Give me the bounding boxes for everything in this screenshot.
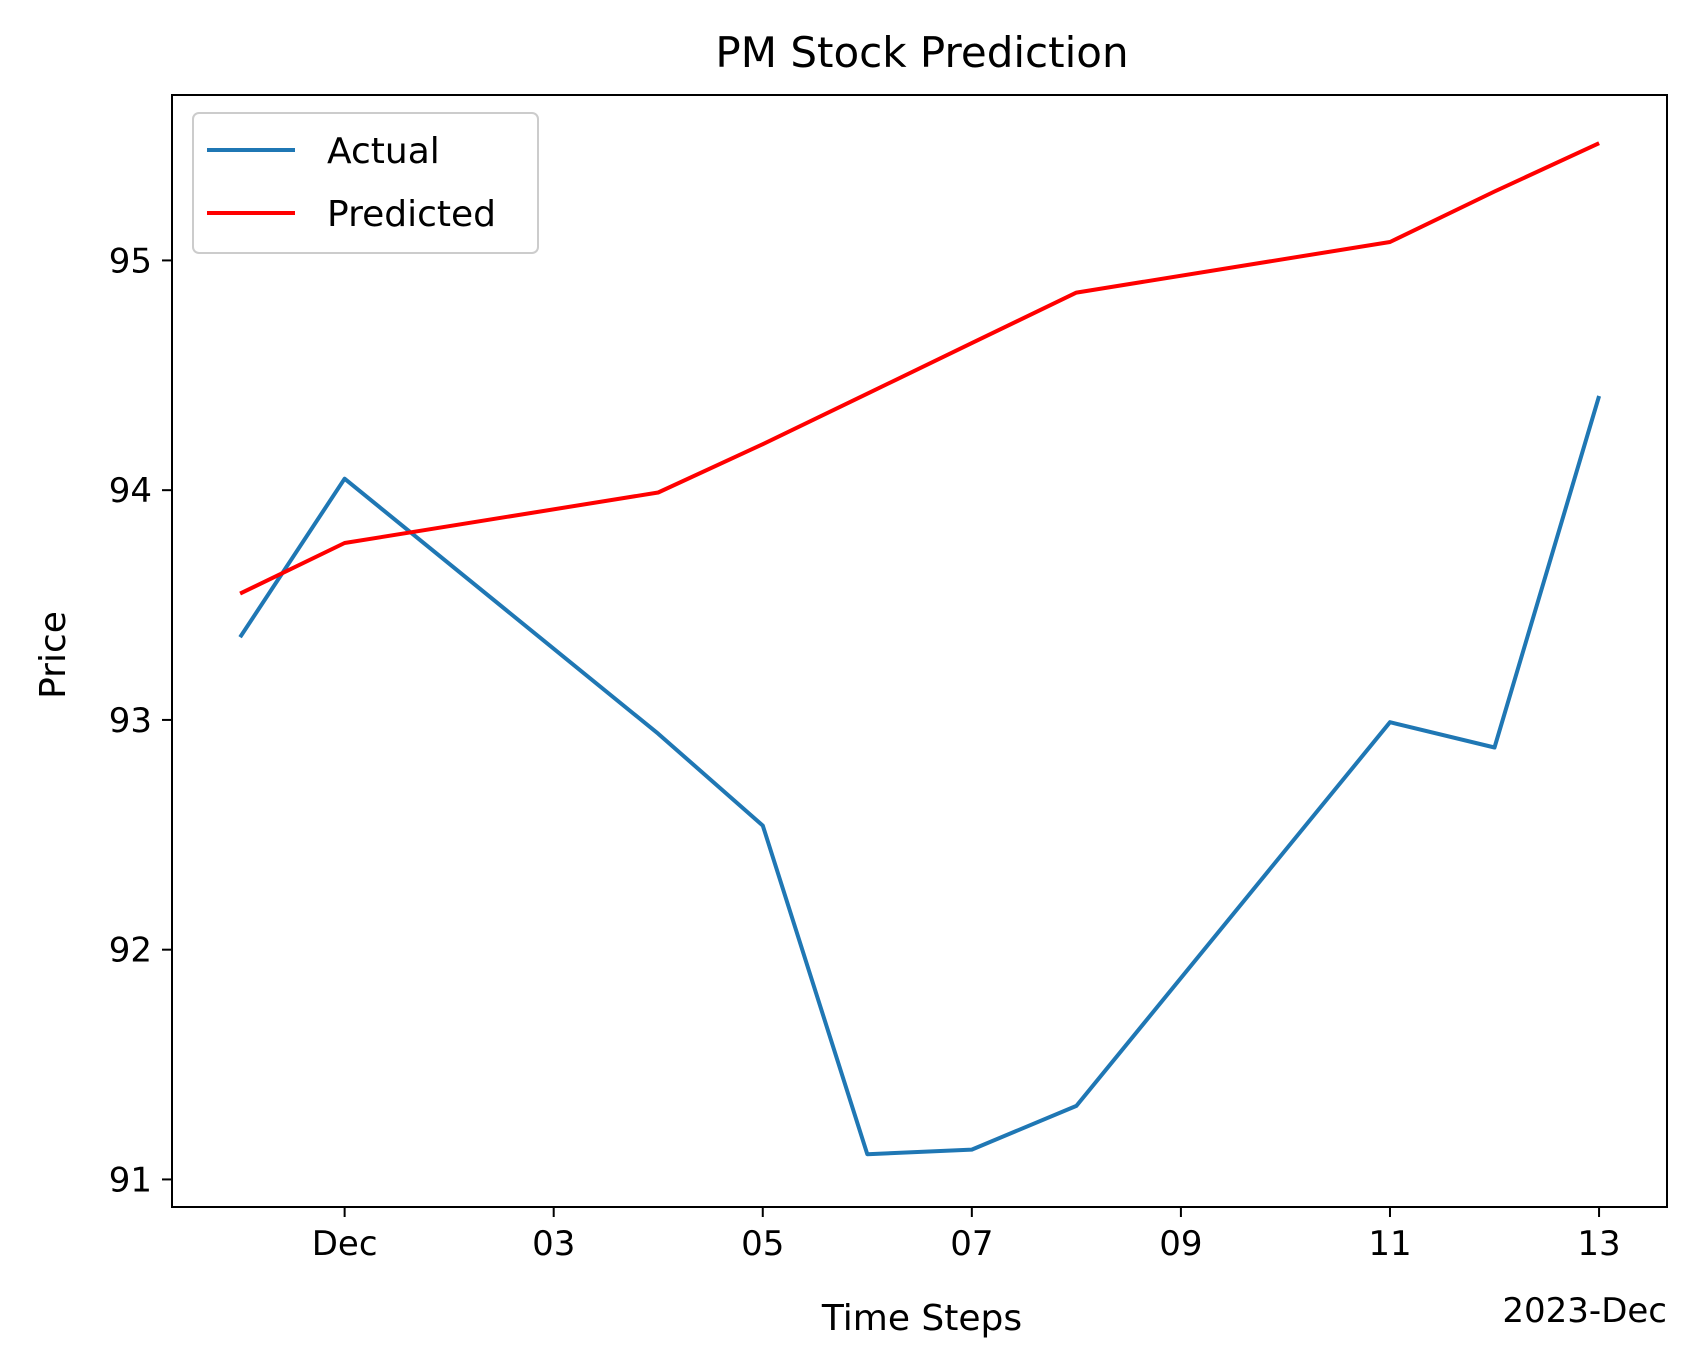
chart-title: PM Stock Prediction bbox=[715, 28, 1128, 77]
x-tick-label: Dec bbox=[312, 1224, 378, 1264]
x-tick-label: 11 bbox=[1368, 1224, 1411, 1264]
series-line-2 bbox=[239, 141, 1600, 596]
x-tick-label: 07 bbox=[950, 1224, 993, 1264]
plot-frame bbox=[171, 94, 1668, 1208]
y-tick-label: 94 bbox=[109, 471, 152, 511]
legend-label: Predicted bbox=[327, 194, 496, 235]
x-axis-offset-label: 2023-Dec bbox=[1502, 1291, 1667, 1331]
x-axis-label: Time Steps bbox=[821, 1298, 1022, 1339]
y-tick-label: 93 bbox=[109, 701, 152, 741]
x-tick-label: 09 bbox=[1159, 1224, 1202, 1264]
series-line-1 bbox=[238, 395, 1602, 1157]
x-tick-label: 13 bbox=[1577, 1224, 1620, 1264]
series-layer bbox=[238, 141, 1602, 1157]
x-tick-label: 05 bbox=[741, 1224, 784, 1264]
y-tick-label: 95 bbox=[109, 241, 152, 281]
x-tick-label: 03 bbox=[532, 1224, 575, 1264]
y-tick-label: 92 bbox=[109, 931, 152, 971]
axes-layer: Dec 03 05 07 09 11 13 91 92 93 94 95 bbox=[109, 94, 1668, 1264]
legend-label: Actual bbox=[327, 131, 440, 172]
y-axis-label: Price bbox=[33, 611, 74, 699]
legend: Actual Predicted bbox=[192, 112, 539, 254]
y-tick-label: 91 bbox=[109, 1160, 152, 1200]
